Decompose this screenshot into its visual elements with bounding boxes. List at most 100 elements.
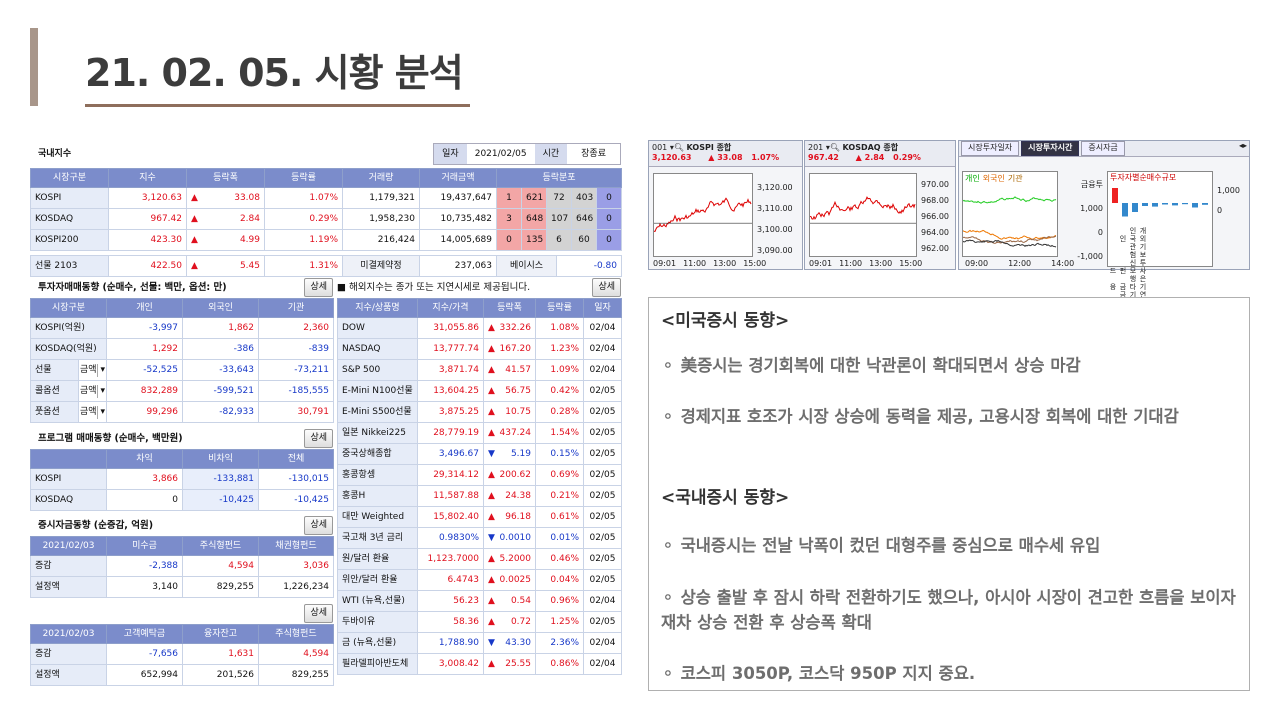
kospi-plot[interactable]: [653, 173, 753, 257]
kospi-chart-widget: 001 ▾🔍︎ KOSPI 종합 3,120.63 ▲ 33.08 1.07% …: [648, 140, 803, 270]
table-row[interactable]: 중국상해종합 3,496.67 ▼ 5.19 0.15% 02/05: [337, 443, 622, 465]
table-row[interactable]: 원/달러 환율 1,123.7000 ▲ 5.2000 0.46% 02/05: [337, 548, 622, 570]
overseas-change-value: 200.62: [499, 469, 532, 480]
futures-name: 선물 2103: [30, 255, 109, 277]
institution-value: 30,791: [258, 401, 334, 423]
col-header: 주식형펀드: [258, 624, 334, 644]
fund-detail-button[interactable]: 상세: [304, 515, 333, 535]
individual-value: -52,525: [106, 359, 183, 381]
table-row[interactable]: S&P 500 3,871.74 ▲ 41.57 1.09% 02/04: [337, 359, 622, 381]
unit-select[interactable]: 금액 ▾: [78, 401, 107, 423]
up-arrow-icon: ▲: [488, 490, 495, 501]
table-row[interactable]: KOSPI 3,120.63 ▲ 33.08 1.07% 1,179,321 19…: [30, 187, 623, 209]
overseas-date: 02/05: [583, 611, 622, 633]
overseas-rate: 0.61%: [535, 506, 584, 528]
equity-fund-value: 829,255: [258, 664, 334, 686]
table-row[interactable]: 풋옵션 금액 ▾ 99,296 -82,933 30,791: [30, 401, 334, 423]
y-tick: 3,120.00: [757, 183, 793, 192]
investor-detail-button[interactable]: 상세: [304, 277, 333, 297]
investor-table: 시장구분 개인 외국인 기관 KOSPI(억원) -3,997 1,862 2,…: [30, 298, 334, 423]
table-row[interactable]: E-Mini N100선물 13,604.25 ▲ 56.75 0.42% 02/05: [337, 380, 622, 402]
unit-select[interactable]: 금액 ▾: [78, 359, 107, 381]
up-arrow-icon: ▲: [488, 406, 495, 417]
date-value[interactable]: 2021/02/05: [474, 148, 527, 159]
table-row[interactable]: KOSPI200 423.30 ▲ 4.99 1.19% 216,424 14,0…: [30, 229, 623, 251]
table-row[interactable]: 필라델피아반도체 3,008.42 ▲ 25.55 0.86% 02/04: [337, 653, 622, 675]
program-detail-button[interactable]: 상세: [304, 428, 333, 448]
x-tick: 09:01: [653, 259, 677, 268]
investor-bar-plot[interactable]: 투자자별순매수규모 개인외국인기관보험투신사모펀드은행기타금융연기금기타법인: [1107, 171, 1213, 306]
kosdaq-code[interactable]: 201: [808, 143, 824, 152]
table-row[interactable]: 금 (뉴욕,선물) 1,788.90 ▼ 43.30 2.36% 02/04: [337, 632, 622, 654]
fund-table-1: 2021/02/03 미수금 주식형펀드 채권형펀드 증감 -2,388 4,5…: [30, 536, 334, 598]
overseas-change: ▲ 437.24: [483, 422, 536, 444]
table-row[interactable]: KOSDAQ 0 -10,425 -10,425: [30, 489, 334, 511]
market-name: KOSDAQ: [30, 489, 107, 511]
y-tick: 3,090.00: [757, 246, 793, 255]
y-tick: 1,000: [1217, 186, 1240, 195]
index-rate: 0.29%: [264, 208, 343, 230]
overseas-rate: 0.42%: [535, 380, 584, 402]
table-row[interactable]: 국고채 3년 금리 0.9830% ▼ 0.0010 0.01% 02/05: [337, 527, 622, 549]
table-row[interactable]: 대만 Weighted 15,802.40 ▲ 96.18 0.61% 02/05: [337, 506, 622, 528]
fund-table-2: 2021/02/03 고객예탁금 융자잔고 주식형펀드 증감 -7,656 1,…: [30, 624, 334, 686]
overseas-change: ▲ 0.72: [483, 611, 536, 633]
tab-scroll-arrows[interactable]: ◂▸: [1238, 141, 1247, 150]
table-row[interactable]: 위안/달러 환율 6.4743 ▲ 0.0025 0.04% 02/05: [337, 569, 622, 591]
table-row[interactable]: 두바이유 58.36 ▲ 0.72 1.25% 02/05: [337, 611, 622, 633]
chevron-down-icon: ▾: [97, 405, 105, 419]
kosdaq-change: 2.84: [864, 153, 885, 162]
col-header: 지수/상품명: [337, 298, 418, 318]
table-row[interactable]: 콜옵션 금액 ▾ 832,289 -599,521 -185,555: [30, 380, 334, 402]
table-row[interactable]: 선물 금액 ▾ -52,525 -33,643 -73,211: [30, 359, 334, 381]
overseas-change: ▲ 167.20: [483, 338, 536, 360]
investor-legend: 개인 외국인 기관: [965, 173, 1023, 184]
kospi-code[interactable]: 001: [652, 143, 668, 152]
tab-daily[interactable]: 시장투자일자: [961, 141, 1020, 156]
table-row[interactable]: 홍콩항셍 29,314.12 ▲ 200.62 0.69% 02/05: [337, 464, 622, 486]
kosdaq-plot[interactable]: [809, 173, 917, 257]
investor-bar: [1112, 188, 1118, 203]
kosdaq-chart-widget: 201 ▾🔍︎ KOSDAQ 종합 967.42 ▲ 2.84 0.29% 97…: [804, 140, 956, 270]
foreign-value: 1,862: [182, 317, 259, 339]
table-row[interactable]: 일본 Nikkei225 28,779.19 ▲ 437.24 1.54% 02/05: [337, 422, 622, 444]
overseas-change-value: 437.24: [499, 427, 532, 438]
table-row[interactable]: DOW 31,055.86 ▲ 332.26 1.08% 02/04: [337, 317, 622, 339]
tab-hourly[interactable]: 시장투자시간: [1021, 141, 1080, 156]
tab-funds[interactable]: 증시자금: [1081, 141, 1125, 156]
institution-value: -839: [258, 338, 334, 360]
col-header: [30, 449, 107, 469]
search-icon[interactable]: ▾🔍︎: [825, 143, 840, 152]
kospi-value: 3,120.63: [652, 153, 692, 162]
x-tick: 12:00: [1008, 259, 1032, 268]
table-row[interactable]: 선물 2103 422.50 ▲ 5.45 1.31% 미결제약정 237,063…: [30, 255, 622, 277]
unit-select[interactable]: 금액 ▾: [78, 380, 107, 402]
overseas-detail-button[interactable]: 상세: [592, 277, 621, 297]
table-row[interactable]: E-Mini S500선물 3,875.25 ▲ 10.75 0.28% 02/05: [337, 401, 622, 423]
table-row[interactable]: 설정액 652,994 201,526 829,255: [30, 664, 334, 686]
table-row[interactable]: 설정액 3,140 829,255 1,226,234: [30, 576, 334, 598]
table-row[interactable]: NASDAQ 13,777.74 ▲ 167.20 1.23% 02/04: [337, 338, 622, 360]
overseas-change: ▼ 43.30: [483, 632, 536, 654]
table-row[interactable]: KOSDAQ 967.42 ▲ 2.84 0.29% 1,958,230 10,7…: [30, 208, 623, 230]
investor-time-plot[interactable]: [962, 171, 1058, 257]
table-row[interactable]: KOSPI 3,866 -133,881 -130,015: [30, 468, 334, 490]
kr-market-point-3: ⚬ 코스피 3050P, 코스닥 950P 지지 중요.: [661, 664, 976, 683]
time-label: 시간: [534, 144, 568, 164]
title-underline: [85, 104, 470, 107]
search-icon[interactable]: ▾🔍︎: [669, 143, 684, 152]
table-row[interactable]: 홍콩H 11,587.88 ▲ 24.38 0.21% 02/05: [337, 485, 622, 507]
overseas-change: ▲ 10.75: [483, 401, 536, 423]
overseas-date: 02/04: [583, 359, 622, 381]
program-table: 차익 비차익 전체 KOSPI 3,866 -133,881 -130,015 …: [30, 449, 334, 511]
bar-title: 투자자별순매수규모: [1110, 173, 1177, 182]
table-row[interactable]: 증감 -2,388 4,594 3,036: [30, 555, 334, 577]
market-name: KOSDAQ(억원): [30, 338, 107, 360]
table-row[interactable]: KOSPI(억원) -3,997 1,862 2,360: [30, 317, 334, 339]
table-row[interactable]: KOSDAQ(억원) 1,292 -386 -839: [30, 338, 334, 360]
table-row[interactable]: 증감 -7,656 1,631 4,594: [30, 643, 334, 665]
table-row[interactable]: WTI (뉴욕,선물) 56.23 ▲ 0.54 0.96% 02/04: [337, 590, 622, 612]
up-arrow-icon: ▲: [488, 658, 495, 669]
equity-fund-value: 829,255: [182, 576, 259, 598]
fund2-detail-button[interactable]: 상세: [304, 603, 333, 623]
